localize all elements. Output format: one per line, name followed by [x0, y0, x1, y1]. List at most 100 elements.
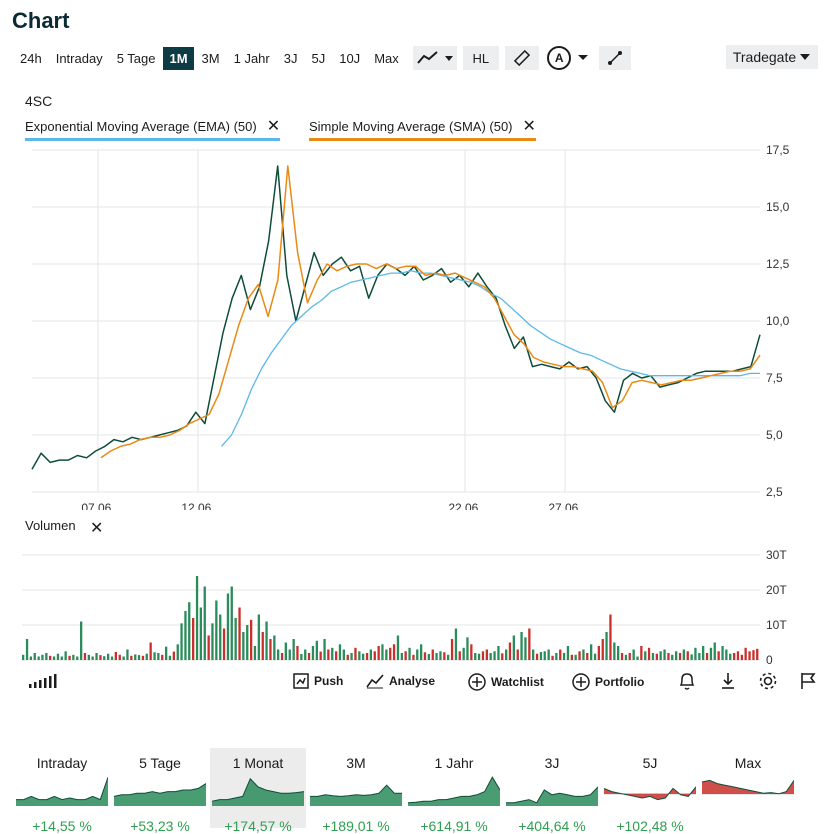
tile-1-jahr[interactable]: 1 Jahr +614,91 %: [406, 748, 502, 834]
tile-label: 5J: [642, 755, 658, 771]
volume-bar: [64, 651, 67, 661]
volume-bar: [675, 651, 678, 661]
volume-bar: [269, 639, 272, 660]
range-intraday[interactable]: Intraday: [55, 50, 103, 66]
draw-line-button[interactable]: [598, 46, 631, 70]
volume-bar: [501, 653, 504, 660]
tile-3m[interactable]: 3M +189,01 %: [308, 748, 404, 834]
portfolio-button[interactable]: Portfolio: [571, 672, 644, 692]
ruler-button[interactable]: [504, 46, 539, 70]
range-max[interactable]: Max: [374, 50, 399, 66]
push-button[interactable]: Push: [292, 672, 343, 690]
volume-bar: [586, 653, 589, 660]
range-1-jahr[interactable]: 1 Jahr: [233, 50, 270, 66]
volume-bar: [331, 647, 334, 661]
volume-bar: [450, 639, 454, 660]
volume-bar: [466, 637, 469, 661]
close-icon[interactable]: ✕: [522, 118, 536, 135]
watchlist-label: Watchlist: [491, 675, 544, 689]
volume-bar: [470, 644, 473, 661]
volume-bar: [99, 655, 102, 660]
volume-bar: [49, 655, 52, 660]
tile-5-tage[interactable]: 5 Tage +53,23 %: [112, 748, 208, 834]
tile-3j[interactable]: 3J +404,64 %: [504, 748, 600, 834]
volume-bar: [609, 614, 612, 660]
volume-bar: [593, 653, 597, 660]
range-10j[interactable]: 10J: [339, 50, 361, 66]
volume-bar: [427, 654, 430, 660]
volume-bar: [709, 647, 713, 661]
volume-bar: [485, 649, 488, 660]
volume-bar: [33, 653, 36, 660]
sparkline: [506, 786, 598, 806]
range-24h[interactable]: 24h: [20, 50, 42, 66]
exchange-select[interactable]: Tradegate: [726, 45, 818, 69]
volume-bar: [678, 653, 682, 660]
range-3m[interactable]: 3M: [201, 50, 220, 66]
volume-bar: [713, 642, 716, 660]
tile-max[interactable]: Max: [700, 748, 796, 828]
indicator-sma-label: Simple Moving Average (SMA) (50): [309, 118, 513, 134]
volume-bar: [141, 655, 145, 660]
volume-bar: [145, 653, 148, 660]
annotation-dropdown[interactable]: A: [545, 46, 593, 70]
volume-bar: [157, 653, 160, 660]
gear-icon: [759, 672, 777, 690]
volume-bar: [547, 649, 550, 660]
volume-bar: [636, 656, 639, 660]
range-5-tage[interactable]: 5 Tage: [116, 50, 156, 66]
tile-label: Intraday: [36, 755, 88, 771]
volume-bar: [590, 644, 593, 661]
alert-button[interactable]: [677, 670, 697, 692]
volume-bar: [195, 576, 199, 660]
x-tick-label: 27.06.: [548, 501, 581, 510]
analyse-button[interactable]: Analyse: [365, 672, 435, 690]
volume-bar: [257, 614, 260, 660]
volume-bar: [215, 600, 218, 660]
range-3j[interactable]: 3J: [283, 50, 298, 66]
hl-toggle-button[interactable]: HL: [462, 46, 499, 70]
volume-bar: [740, 654, 743, 661]
indicator-ema[interactable]: Exponential Moving Average (EMA) (50) ✕: [25, 116, 281, 141]
range-1m[interactable]: 1M: [163, 46, 194, 70]
indicator-sma[interactable]: Simple Moving Average (SMA) (50) ✕: [309, 116, 536, 141]
watchlist-button[interactable]: Watchlist: [467, 672, 544, 692]
volume-bar: [447, 654, 450, 661]
volume-bar: [733, 653, 736, 660]
tile-5j[interactable]: 5J +102,48 %: [602, 748, 698, 834]
close-icon[interactable]: ✕: [266, 118, 281, 135]
volume-bar: [280, 653, 284, 660]
tile-intraday[interactable]: Intraday +14,55 %: [14, 748, 110, 834]
volume-bar: [153, 652, 156, 660]
volume-bar: [613, 642, 616, 660]
volume-chart[interactable]: 30T 20T 10T 0: [0, 540, 824, 670]
volume-bar: [597, 646, 600, 660]
flag-button[interactable]: [798, 670, 818, 692]
range-toolbar: 24h Intraday 5 Tage 1M 3M 1 Jahr 3J 5J 1…: [14, 45, 631, 71]
volume-bar: [474, 653, 477, 660]
chart-type-dropdown[interactable]: [412, 46, 457, 70]
volume-bar: [477, 653, 481, 660]
volume-bar: [234, 618, 237, 660]
volume-bar: [203, 586, 206, 660]
volume-bar: [103, 656, 106, 660]
close-icon[interactable]: ✕: [90, 520, 104, 537]
y-tick-label: 10T: [766, 618, 787, 632]
sparkline-line: [702, 779, 794, 795]
x-tick-label: 22.06.: [448, 501, 481, 510]
volume-bar: [226, 593, 230, 660]
volume-bars-button[interactable]: [28, 672, 60, 688]
volume-bar: [505, 649, 508, 660]
volume-bar: [358, 651, 361, 661]
tile-label: 3J: [544, 755, 560, 771]
y-tick-label: 0: [766, 653, 773, 667]
download-button[interactable]: [718, 670, 738, 692]
volume-bar: [68, 655, 71, 660]
tile-1-monat[interactable]: 1 Monat +174,57 %: [210, 748, 306, 834]
sparkline: [114, 783, 206, 806]
settings-button[interactable]: [757, 670, 779, 692]
chart-actions-bar: Push Analyse Watchlist Portfolio: [0, 670, 824, 692]
volume-bar: [570, 654, 573, 661]
range-5j[interactable]: 5J: [311, 50, 326, 66]
price-chart[interactable]: 17,5 15,0 12,5 10,0 7,5 5,0 2,5 07.06. 12.06. 22.…: [0, 140, 824, 510]
